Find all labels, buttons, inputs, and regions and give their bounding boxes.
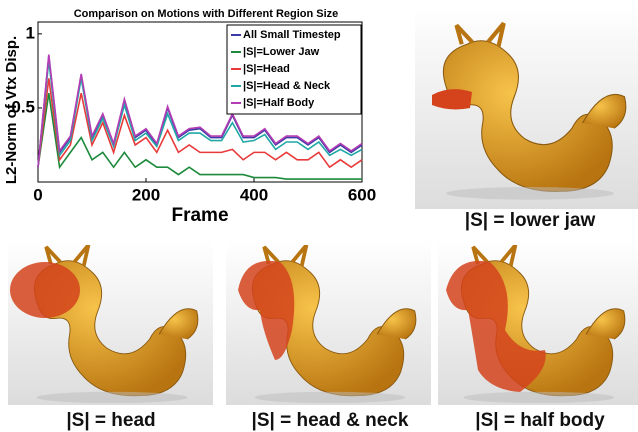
region-highlight <box>10 262 80 318</box>
figure-canvas: |S| = lower jaw |S| = head |S| = head & … <box>0 0 638 432</box>
figure: |S| = lower jaw |S| = head |S| = head & … <box>0 0 638 432</box>
legend-label: |S|=Head & Neck <box>243 80 331 92</box>
legend-label: |S|=Half Body <box>243 97 315 109</box>
y-tick-label: 0.5 <box>11 97 35 116</box>
x-tick-label: 600 <box>348 185 376 204</box>
legend-label: |S|=Head <box>243 63 290 75</box>
panel-caption: |S| = head <box>66 410 155 431</box>
x-tick-label: 0 <box>33 185 42 204</box>
legend-label: |S|=Lower Jaw <box>243 46 320 58</box>
legend-label: All Small Timestep <box>243 29 341 41</box>
x-axis-label: Frame <box>171 205 228 226</box>
panel-caption: |S| = head & neck <box>252 410 409 431</box>
x-tick-label: 200 <box>132 185 160 204</box>
panel-caption: |S| = lower jaw <box>465 210 596 231</box>
x-tick-label: 400 <box>240 185 268 204</box>
chart-title: Comparison on Motions with Different Reg… <box>74 8 339 20</box>
panel-caption: |S| = half body <box>475 410 605 431</box>
y-tick-label: 1 <box>26 23 35 42</box>
